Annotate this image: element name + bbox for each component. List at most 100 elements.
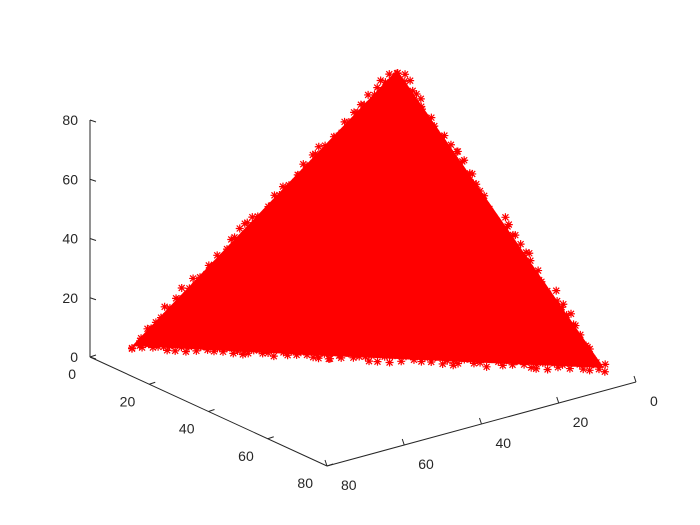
scatter-point: [460, 156, 469, 165]
scatter-point: [416, 94, 425, 103]
scatter-point: [527, 363, 536, 372]
left-tick-label: 80: [297, 475, 313, 491]
scatter-point: [469, 359, 478, 368]
scatter-point: [229, 349, 238, 358]
scatter-point: [311, 149, 320, 158]
scatter-point: [567, 309, 576, 318]
scatter-point: [511, 231, 520, 240]
scatter-point: [476, 358, 485, 367]
scatter-point: [397, 357, 406, 366]
scatter-point: [543, 365, 552, 374]
left-tick-mark: [326, 463, 334, 467]
scatter-point: [508, 360, 517, 369]
scatter-point: [498, 361, 507, 370]
z-tick-mark: [89, 178, 97, 182]
scatter-point: [401, 70, 410, 79]
scatter-point: [230, 233, 239, 242]
scatter-point: [269, 352, 278, 361]
scatter-point: [248, 213, 257, 222]
left-floor-axis-ticks: 0 20 40 60 80: [68, 354, 334, 491]
scatter-point: [553, 363, 562, 372]
right-tick-label: 40: [496, 435, 512, 451]
left-tick-label: 60: [238, 448, 254, 464]
scatter-point: [520, 360, 529, 369]
scatter-point: [340, 117, 349, 126]
scatter-point: [454, 359, 463, 368]
scatter-point: [244, 349, 253, 358]
scatter-point-cloud: [128, 68, 610, 376]
scatter-point: [600, 367, 609, 376]
scatter-point: [314, 354, 323, 363]
scatter-point: [203, 345, 212, 354]
scatter-point: [189, 274, 198, 283]
z-tick-mark: [89, 356, 97, 360]
chart-axes: 0 20 40 60 80 0 20 40 60 80 0 20 40 60 80: [62, 112, 658, 493]
right-tick-label: 20: [573, 414, 589, 430]
scatter-point: [373, 357, 382, 366]
z-tick-mark: [89, 297, 97, 301]
scatter-point: [385, 358, 394, 367]
right-tick-mark: [401, 438, 405, 446]
scatter-point: [209, 347, 218, 356]
scatter-point: [309, 353, 318, 362]
right-tick-mark: [479, 417, 482, 425]
scatter-point: [235, 224, 244, 233]
scatter-point: [302, 350, 311, 359]
left-tick-label: 20: [120, 393, 136, 409]
scatter-point: [148, 343, 157, 352]
scatter-point: [585, 366, 594, 375]
scatter-point: [465, 169, 474, 178]
scatter-point: [314, 142, 323, 151]
scatter-point: [516, 240, 525, 249]
scatter-point: [449, 361, 458, 370]
scatter-point: [337, 353, 346, 362]
scatter-point: [243, 218, 252, 227]
scatter-point: [128, 344, 136, 353]
scatter-point: [468, 169, 477, 178]
scatter-point: [427, 113, 436, 122]
scatter-point: [177, 283, 186, 292]
scatter-point: [409, 355, 418, 364]
right-tick-mark: [556, 396, 560, 404]
right-floor-axis-ticks: 0 20 40 60 80: [324, 375, 658, 493]
scatter-point: [172, 294, 181, 303]
z-tick-mark: [89, 119, 97, 123]
left-tick-mark: [208, 409, 215, 412]
z-tick-label: 40: [62, 231, 78, 247]
scatter-point: [534, 266, 543, 275]
scatter-point: [526, 256, 535, 265]
scatter-point: [408, 86, 417, 95]
scatter-point: [594, 365, 603, 374]
scatter-point: [565, 364, 574, 373]
scatter-point: [376, 76, 385, 85]
scatter-point: [501, 213, 510, 222]
left-tick-label: 0: [68, 366, 76, 382]
scatter-point: [213, 251, 222, 260]
right-tick-mark: [633, 375, 637, 383]
scatter-point: [579, 365, 588, 374]
scatter-point: [552, 286, 561, 295]
scatter-point: [278, 182, 287, 191]
scatter-point: [427, 357, 436, 366]
scatter-point: [453, 147, 462, 156]
right-tick-label: 60: [418, 456, 434, 472]
scatter-point: [412, 90, 421, 99]
z-tick-label: 60: [62, 171, 78, 187]
scatter-point: [171, 346, 180, 355]
scatter-point: [406, 76, 415, 85]
scatter-point: [349, 353, 358, 362]
scatter-point: [373, 83, 382, 92]
scatter-point: [163, 346, 172, 355]
scatter-point: [446, 140, 455, 149]
z-axis-ticks: 0 20 40 60 80: [62, 112, 97, 365]
tetrahedron-texture: [132, 70, 604, 368]
scatter-point: [270, 191, 279, 200]
left-tick-mark: [149, 381, 156, 385]
scatter-point: [308, 150, 317, 159]
scatter-point: [204, 261, 213, 270]
scatter-point: [138, 343, 147, 352]
scatter-point: [438, 359, 447, 368]
scatter-point: [559, 300, 568, 309]
scatter-point: [571, 321, 580, 330]
